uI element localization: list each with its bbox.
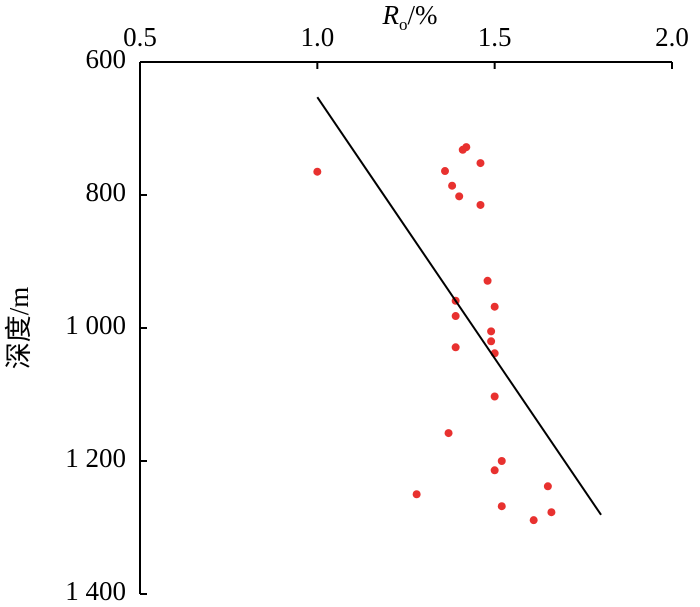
x-tick-label: 1.0	[300, 22, 334, 52]
data-point	[487, 327, 496, 336]
data-point	[497, 457, 506, 465]
x-axis-label-subscript: o	[399, 15, 408, 34]
y-tick-label: 800	[86, 177, 127, 207]
x-tick-label: 0.5	[123, 22, 157, 52]
data-point	[490, 392, 499, 401]
data-point	[497, 502, 506, 511]
data-point	[451, 312, 460, 321]
data-point	[313, 167, 322, 176]
x-axis-label-unit: /%	[408, 0, 438, 30]
data-point	[487, 337, 496, 346]
data-point	[441, 167, 450, 176]
data-point	[455, 192, 464, 201]
y-tick-label: 1 000	[65, 310, 126, 340]
y-tick-label: 1 400	[65, 576, 126, 606]
data-point	[490, 466, 499, 475]
y-axis-label: 深度/m	[4, 287, 34, 370]
x-axis-label: Ro/%	[382, 0, 438, 34]
trend-line	[316, 96, 602, 516]
data-point	[476, 200, 485, 209]
data-point	[547, 508, 556, 517]
y-tick-label: 600	[86, 44, 127, 74]
y-tick-label: 1 200	[65, 443, 126, 473]
data-point	[458, 145, 467, 154]
data-point	[483, 276, 492, 285]
x-axis-label-symbol: R	[382, 0, 400, 30]
data-point	[490, 302, 499, 311]
x-tick-label: 2.0	[655, 22, 689, 52]
data-point	[444, 429, 453, 438]
x-tick-label: 1.5	[478, 22, 512, 52]
data-point	[543, 482, 552, 491]
data-point	[476, 159, 485, 168]
data-point	[451, 343, 460, 352]
data-point	[529, 516, 538, 525]
data-point	[448, 181, 457, 190]
data-point	[412, 490, 421, 499]
